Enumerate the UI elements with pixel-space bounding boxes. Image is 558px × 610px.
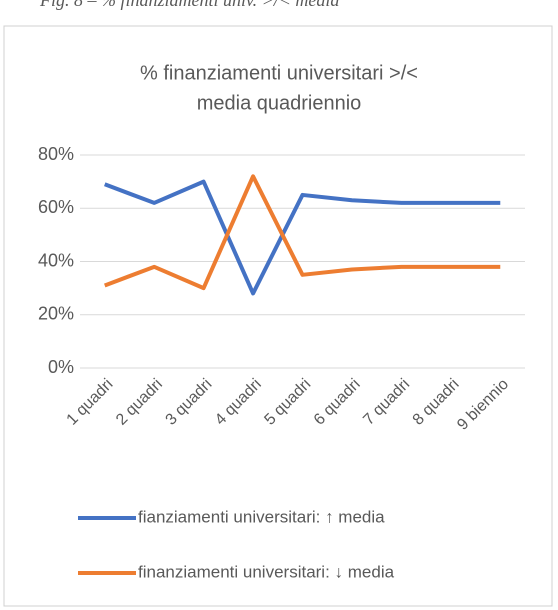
chart-frame [3, 25, 553, 607]
y-tick-label: 0% [48, 357, 74, 377]
y-tick-label: 40% [38, 250, 74, 270]
series-line [104, 179, 501, 296]
legend-label: finanziamenti universitari: ↓ media [138, 562, 395, 581]
caption: Fig. 8 – % finanziamenti univ. >/< media [39, 0, 339, 10]
chart-title: media quadriennio [197, 92, 362, 114]
y-tick-label: 20% [38, 304, 74, 324]
chart-title: % finanziamenti universitari >/< [140, 62, 418, 84]
y-tick-label: 80% [38, 144, 74, 164]
legend-label: fianziamenti universitari: ↑ media [138, 507, 385, 526]
y-tick-label: 60% [38, 197, 74, 217]
series-line [104, 174, 501, 291]
